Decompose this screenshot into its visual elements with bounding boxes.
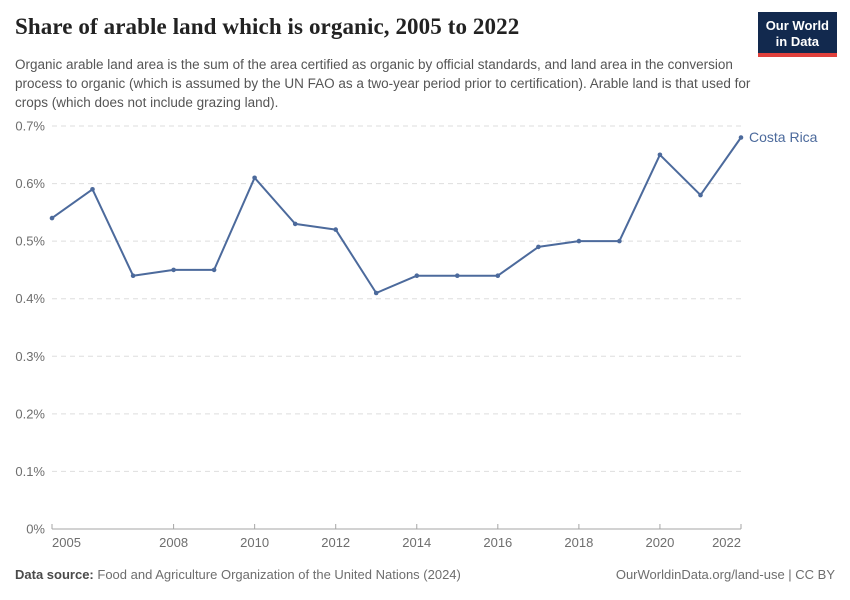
series-line[interactable] (51, 136, 742, 294)
data-source: Data source: Food and Agriculture Organi… (15, 567, 461, 582)
data-point-marker[interactable] (536, 244, 541, 250)
y-axis-tick-label: 0.6% (15, 176, 45, 191)
y-axis-tick-label: 0.2% (15, 406, 45, 421)
data-point-marker[interactable] (455, 273, 460, 279)
x-axis-tick-label: 2014 (402, 535, 431, 550)
x-axis-tick-label: 2005 (52, 535, 81, 550)
x-axis-tick-label: 2010 (240, 535, 269, 550)
owid-logo-line1: Our World (765, 18, 829, 33)
x-axis-tick-label: 2008 (159, 535, 188, 550)
x-axis-tick-label: 2018 (564, 535, 593, 550)
data-point-marker[interactable] (333, 227, 339, 232)
page-title: Share of arable land which is organic, 2… (15, 14, 520, 39)
data-point-marker[interactable] (738, 135, 744, 140)
owid-logo-line2: in Data (775, 34, 820, 49)
y-axis-tick-label: 0.3% (15, 349, 45, 364)
data-source-value: Food and Agriculture Organization of the… (97, 567, 461, 582)
chart-footer: Data source: Food and Agriculture Organi… (15, 567, 835, 582)
data-point-marker[interactable] (171, 267, 176, 273)
y-axis-tick-label: 0% (26, 522, 45, 537)
x-axis-tick-label: 2022 (712, 535, 741, 550)
owid-url-link[interactable]: OurWorldinData.org/land-use | CC BY (615, 567, 835, 582)
data-point-marker[interactable] (90, 187, 95, 192)
data-point-marker[interactable] (130, 273, 136, 279)
data-point-marker[interactable] (373, 290, 379, 296)
y-axis-tick-label: 0.4% (15, 291, 45, 306)
x-axis-tick-label: 2012 (321, 535, 350, 550)
data-point-marker[interactable] (576, 238, 582, 244)
y-axis-tick-label: 0.5% (15, 234, 45, 249)
data-point-marker[interactable] (292, 221, 298, 227)
data-point-marker[interactable] (211, 267, 217, 273)
data-point-marker[interactable] (617, 238, 622, 244)
data-point-marker[interactable] (414, 273, 420, 279)
x-axis-tick-label: 2016 (483, 535, 512, 550)
data-point-marker[interactable] (698, 192, 703, 198)
data-point-marker[interactable] (495, 273, 501, 279)
series-label[interactable]: Costa Rica (749, 129, 818, 145)
owid-logo[interactable]: Our World in Data (757, 12, 837, 57)
data-source-label: Data source: (15, 567, 94, 582)
chart-subtitle: Organic arable land area is the sum of t… (15, 57, 751, 110)
y-axis-tick-label: 0.7% (15, 119, 45, 134)
data-point-marker[interactable] (252, 175, 257, 181)
data-point-marker[interactable] (49, 215, 55, 221)
data-point-marker[interactable] (657, 152, 663, 158)
y-axis-tick-label: 0.1% (15, 464, 45, 479)
x-axis-tick-label: 2020 (645, 535, 674, 550)
